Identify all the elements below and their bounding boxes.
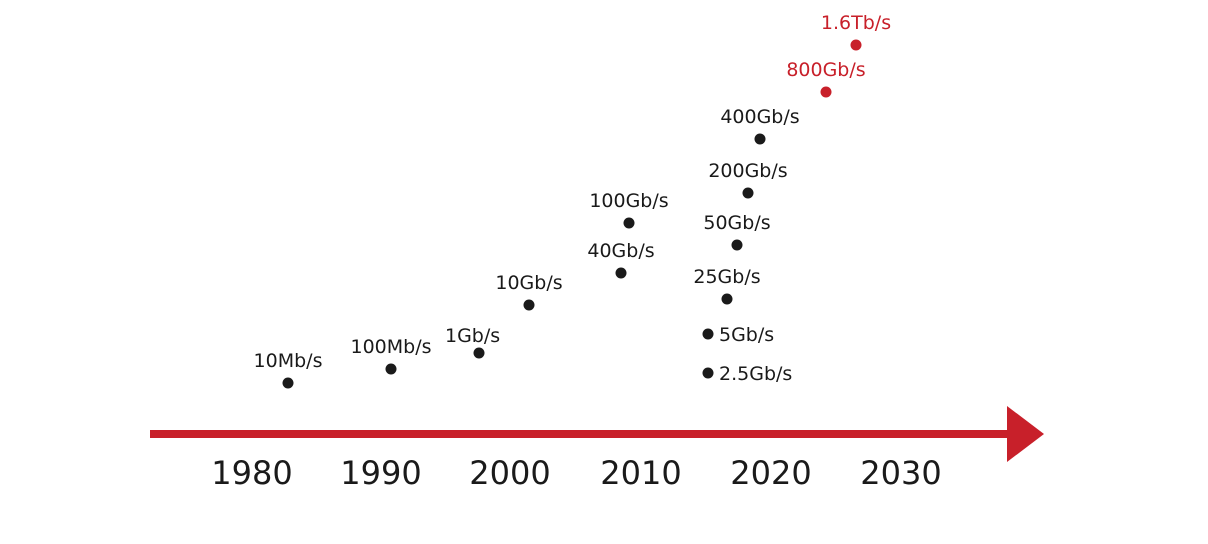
data-point-1gb-s (473, 347, 485, 359)
data-point-100gb-s (623, 217, 635, 229)
x-tick-label-2010: 2010 (600, 454, 681, 492)
data-label-40gb-s: 40Gb/s (587, 240, 654, 262)
timeline-axis (150, 406, 1044, 462)
data-point-50gb-s (731, 239, 743, 251)
data-point-800gb-s (820, 86, 832, 98)
data-point-100mb-s (385, 363, 397, 375)
data-label-10gb-s: 10Gb/s (495, 272, 562, 294)
data-point-10gb-s (523, 299, 535, 311)
data-label-100mb-s: 100Mb/s (350, 336, 431, 358)
data-point-40gb-s (615, 267, 627, 279)
data-label-100gb-s: 100Gb/s (589, 190, 668, 212)
data-points: 10Mb/s 100Mb/s 1Gb/s 10Gb/s 40Gb/s 100Gb/s 2.5… (254, 12, 891, 389)
data-label-10mb-s: 10Mb/s (254, 350, 323, 372)
x-tick-label-1990: 1990 (340, 454, 421, 492)
data-label-200gb-s: 200Gb/s (708, 160, 787, 182)
data-point-25gb-s (721, 293, 733, 305)
timeline-arrow-head (1007, 406, 1044, 462)
data-label-5gb-s: 5Gb/s (719, 324, 774, 346)
data-point-200gb-s (742, 187, 754, 199)
data-label-400gb-s: 400Gb/s (720, 106, 799, 128)
data-label-800gb-s: 800Gb/s (786, 59, 865, 81)
data-point-1-6tb-s (850, 39, 862, 51)
data-point-2-5gb-s (702, 367, 714, 379)
x-tick-labels: 1980 1990 2000 2010 2020 2030 (211, 454, 941, 492)
data-label-1-6tb-s: 1.6Tb/s (821, 12, 891, 34)
timeline-axis-line (150, 430, 1012, 438)
x-tick-label-2020: 2020 (730, 454, 811, 492)
data-point-10mb-s (282, 377, 294, 389)
x-tick-label-2030: 2030 (860, 454, 941, 492)
data-label-25gb-s: 25Gb/s (693, 266, 760, 288)
data-label-2-5gb-s: 2.5Gb/s (719, 363, 792, 385)
data-point-400gb-s (754, 133, 766, 145)
x-tick-label-1980: 1980 (211, 454, 292, 492)
data-label-1gb-s: 1Gb/s (445, 325, 500, 347)
x-tick-label-2000: 2000 (469, 454, 550, 492)
data-label-50gb-s: 50Gb/s (703, 212, 770, 234)
data-point-5gb-s (702, 328, 714, 340)
